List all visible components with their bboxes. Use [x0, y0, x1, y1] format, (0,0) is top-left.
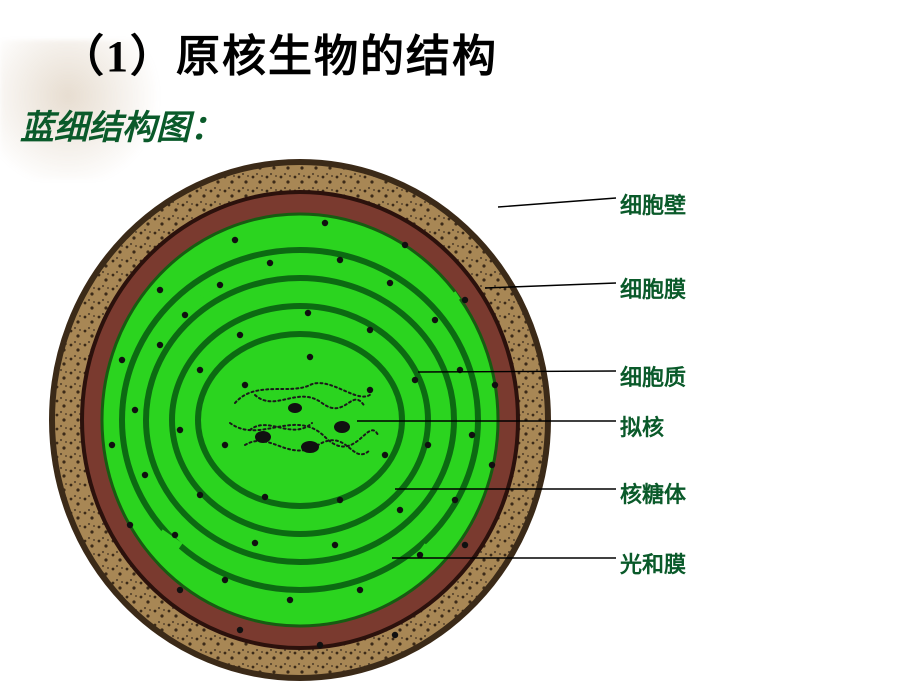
label-cell-wall: 细胞壁 — [620, 188, 686, 220]
page-root: （1）原核生物的结构 蓝细结构图： — [0, 0, 920, 690]
label-nucleoid: 拟核 — [620, 410, 664, 442]
cell-diagram — [40, 145, 560, 685]
label-cell-membrane: 细胞膜 — [620, 272, 686, 304]
page-title: （1）原核生物的结构 — [60, 20, 498, 84]
label-cytoplasm: 细胞质 — [620, 360, 686, 392]
label-thylakoid: 光和膜 — [620, 547, 686, 579]
label-ribosome: 核糖体 — [620, 477, 686, 509]
page-subtitle: 蓝细结构图： — [20, 100, 224, 149]
